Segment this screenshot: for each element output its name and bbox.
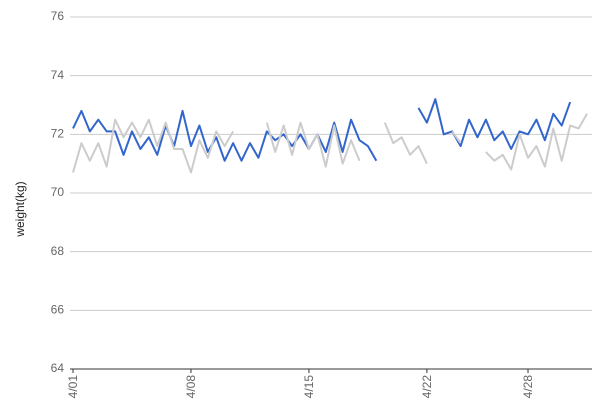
y-tick-label: 74 (51, 68, 65, 82)
series-line (72, 113, 588, 174)
y-tick-label: 68 (51, 244, 65, 258)
x-tick-label: 4/08 (184, 375, 198, 399)
y-tick-label: 64 (51, 361, 65, 375)
y-tick-label: 72 (51, 127, 65, 141)
y-axis-label: weight(kg) (13, 181, 27, 237)
series-line (72, 98, 572, 162)
x-tick-label: 4/15 (302, 375, 316, 399)
x-tick-label: 4/28 (521, 375, 535, 399)
y-tick-label: 76 (51, 9, 65, 23)
x-tick-label: 4/01 (66, 375, 80, 399)
x-tick-label: 4/22 (420, 375, 434, 399)
y-tick-label: 70 (51, 185, 65, 199)
y-tick-label: 66 (51, 303, 65, 317)
